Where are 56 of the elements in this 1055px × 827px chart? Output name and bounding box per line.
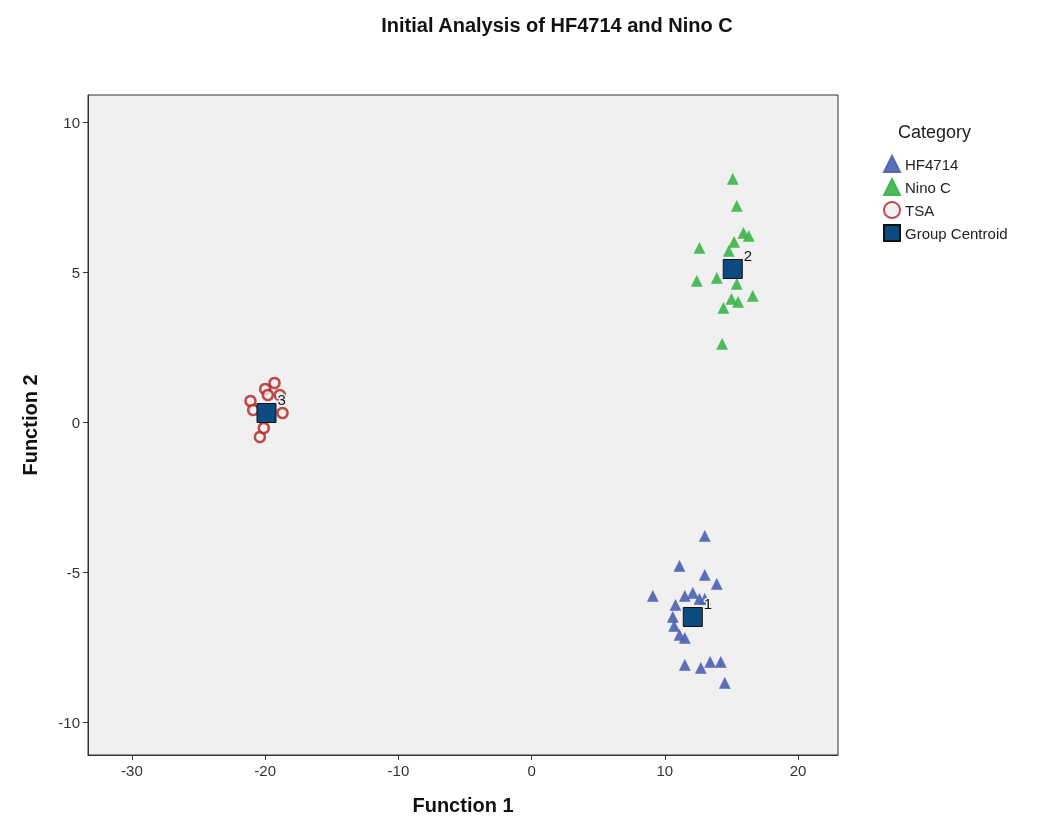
legend-label: TSA	[905, 201, 935, 219]
point	[732, 296, 744, 308]
point	[276, 406, 289, 420]
y-tick-label: 5	[71, 263, 80, 281]
point	[743, 230, 755, 242]
point	[711, 578, 723, 590]
point	[699, 569, 711, 581]
point	[682, 607, 703, 627]
point	[257, 421, 271, 435]
point	[668, 620, 680, 632]
point	[731, 278, 743, 290]
y-tick-label: -10	[58, 713, 80, 731]
point	[723, 245, 735, 257]
x-tick-label: 10	[656, 762, 674, 779]
point	[679, 659, 691, 671]
point	[731, 200, 743, 212]
point	[717, 302, 730, 314]
point	[261, 388, 275, 402]
point	[679, 632, 691, 644]
point	[719, 677, 731, 689]
x-tick-label: -30	[121, 762, 143, 779]
annotation: 2	[743, 246, 753, 264]
x-tick-label: 0	[527, 762, 536, 779]
point	[704, 656, 716, 668]
point	[722, 259, 743, 279]
point	[716, 338, 728, 350]
point	[647, 590, 659, 602]
point	[746, 290, 759, 302]
chart-title: Initial Analysis of HF4714 and Nino C	[381, 14, 733, 36]
point	[715, 656, 727, 668]
point	[673, 560, 686, 572]
y-tick-label: 0	[71, 413, 80, 431]
legend-label: Nino C	[905, 178, 952, 196]
legend-label: Group Centroid	[905, 224, 1008, 242]
point	[728, 236, 740, 248]
y-tick-label: -5	[66, 563, 80, 581]
x-tick-label: -20	[254, 762, 277, 779]
legend-title: Category	[898, 122, 972, 142]
point	[695, 662, 707, 674]
point	[669, 599, 682, 611]
x-tick-label: 20	[789, 762, 807, 779]
point	[699, 530, 711, 542]
point	[256, 403, 277, 423]
point	[268, 376, 281, 390]
legend-label: HF4714	[905, 155, 959, 173]
point	[691, 275, 703, 287]
point	[679, 590, 691, 602]
point	[687, 587, 699, 599]
x-tick-label: -10	[387, 762, 410, 779]
point	[711, 272, 723, 284]
y-axis-title: Function 2	[19, 374, 41, 476]
x-axis-title: Function 1	[412, 794, 514, 816]
y-tick-label: 10	[63, 113, 80, 131]
point	[693, 242, 706, 254]
point	[253, 430, 267, 444]
point	[727, 173, 739, 185]
